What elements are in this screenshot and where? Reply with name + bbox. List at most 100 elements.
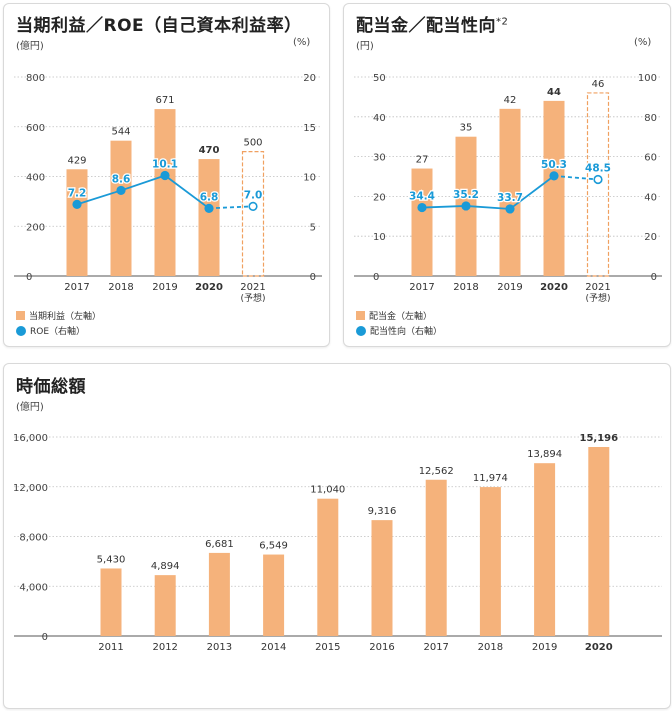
line-point [160, 170, 170, 181]
x-tick-label: 2016 [369, 642, 394, 653]
x-tick-label: 2019 [532, 642, 557, 653]
bar-value-label: 27 [416, 155, 429, 166]
chart-title: 配当金／配当性向*2 [356, 11, 508, 36]
y-tick-label: 8,000 [19, 533, 48, 544]
x-tick-label: 2019 [152, 282, 177, 293]
line-segment-forecast [208, 205, 254, 210]
y2-tick-label: 5 [310, 222, 316, 233]
line-point [461, 201, 471, 211]
bar-value-label: 44 [547, 87, 561, 98]
bar [154, 109, 176, 277]
legend-item-line: ROE（右軸） [16, 324, 85, 337]
x-tick-label: 2014 [261, 642, 286, 653]
x-tick-label: 2018 [478, 642, 503, 653]
x-tick-label: 2018 [453, 282, 478, 293]
legend-label: ROE（右軸） [30, 327, 86, 337]
bar-value-label: 9,316 [368, 506, 397, 517]
line-point [417, 202, 427, 213]
legend-bar-swatch [16, 311, 25, 320]
legend-label: 配当金（左軸） [369, 312, 433, 322]
net-income-roe-panel: 当期利益／ROE（自己資本利益率） (億円) (%) 0 0 200 5 400 10 60… [3, 3, 330, 347]
y2-tick-label: 80 [644, 113, 657, 124]
left-axis-unit: (円) [356, 41, 374, 52]
line-segment-forecast [553, 175, 599, 181]
y2-tick-label: 40 [644, 192, 657, 203]
bar-value-label: 11,974 [473, 473, 508, 484]
bar [411, 168, 433, 276]
x-tick-label: 2019 [497, 282, 522, 293]
bar-value-label: 5,430 [97, 554, 126, 565]
y-tick-label: 4,000 [19, 582, 48, 593]
line-value-label: 6.8 [200, 191, 219, 203]
y2-tick-label: 20 [303, 73, 316, 84]
y-tick-label: 0 [26, 272, 32, 283]
y-tick-label: 20 [373, 192, 386, 203]
right-axis-unit: (%) [634, 37, 652, 48]
chart-title: 当期利益／ROE（自己資本利益率） [16, 16, 302, 36]
y-tick-label: 200 [26, 222, 45, 233]
x-tick-label: 2020 [540, 282, 568, 293]
x-tick-label: 2020 [585, 642, 613, 653]
bar-value-label: 46 [592, 79, 605, 90]
bar-value-label: 42 [504, 95, 517, 106]
x-tick-label: 2020 [195, 282, 223, 293]
y-tick-label: 800 [26, 73, 45, 84]
x-tick-label: 2018 [108, 282, 133, 293]
bar [499, 108, 521, 276]
legend-label: 当期利益（左軸） [29, 312, 102, 322]
y-tick-label: 12,000 [13, 483, 48, 494]
x-tick-label: 2011 [98, 642, 123, 653]
bar [198, 159, 220, 276]
line-value-label: 10.1 [152, 159, 178, 171]
line-value-label: 7.2 [68, 187, 87, 199]
x-tick-label: 2017 [64, 282, 89, 293]
y-tick-label: 600 [26, 123, 45, 134]
bar [317, 498, 339, 636]
line-segment [120, 174, 166, 192]
bar-value-label: 11,040 [310, 485, 345, 496]
legend-item-bar: 当期利益（左軸） [16, 309, 101, 322]
x-tick-label: 2017 [423, 642, 448, 653]
line-value-label: 33.7 [497, 192, 523, 204]
legend-item-bar: 配当金（左軸） [356, 309, 432, 322]
net-income-roe-chart: 0 0 200 5 400 10 600 15 800 20 429 2017 544 2018 671 20… [14, 73, 322, 304]
legend-item-line: 配当性向（右軸） [356, 324, 442, 337]
bar [543, 100, 565, 276]
x-tick-label: 2015 [315, 642, 340, 653]
bar-value-label: 544 [111, 127, 130, 138]
line-value-label: 34.4 [409, 191, 435, 203]
bar [208, 552, 230, 636]
dividend-payout-panel: 配当金／配当性向*2 (円) (%) 0 0 10 20 20 40 30 60 40 80 50 1… [343, 3, 671, 347]
y-tick-label: 30 [373, 153, 386, 164]
bar [425, 479, 447, 636]
legend-label: 配当性向（右軸） [370, 327, 443, 337]
line-point [116, 185, 126, 196]
line-value-label: 35.2 [453, 189, 479, 201]
bar [110, 140, 132, 276]
bar-value-label: 13,894 [527, 449, 562, 460]
x-tick-label: 2017 [409, 282, 434, 293]
line-point-forecast [248, 201, 258, 211]
line-segment [465, 205, 511, 210]
y2-tick-label: 15 [303, 123, 316, 134]
line-point [505, 204, 515, 214]
market-cap-panel: 時価総額 (億円) 0 4,000 8,000 12,000 16,000 5,430 20… [3, 363, 671, 709]
line-value-label: 48.5 [585, 162, 611, 174]
footnote-marker: *2 [496, 16, 509, 28]
line-segment [421, 205, 467, 209]
legend-line-swatch [356, 326, 366, 336]
line-segment [164, 174, 210, 210]
line-segment [509, 175, 555, 210]
y-tick-label: 0 [373, 272, 379, 283]
y-tick-label: 50 [373, 73, 386, 84]
market-cap-chart: 0 4,000 8,000 12,000 16,000 5,430 2011 4,894 201… [13, 433, 662, 653]
line-point-forecast [593, 174, 603, 185]
bar-value-label: 4,894 [151, 561, 180, 572]
bar-forecast [241, 151, 265, 277]
y-tick-label: 0 [42, 632, 48, 643]
y2-tick-label: 20 [644, 232, 657, 243]
bar-value-label: 6,681 [205, 539, 234, 550]
line-point [72, 199, 82, 209]
line-point [549, 171, 559, 181]
